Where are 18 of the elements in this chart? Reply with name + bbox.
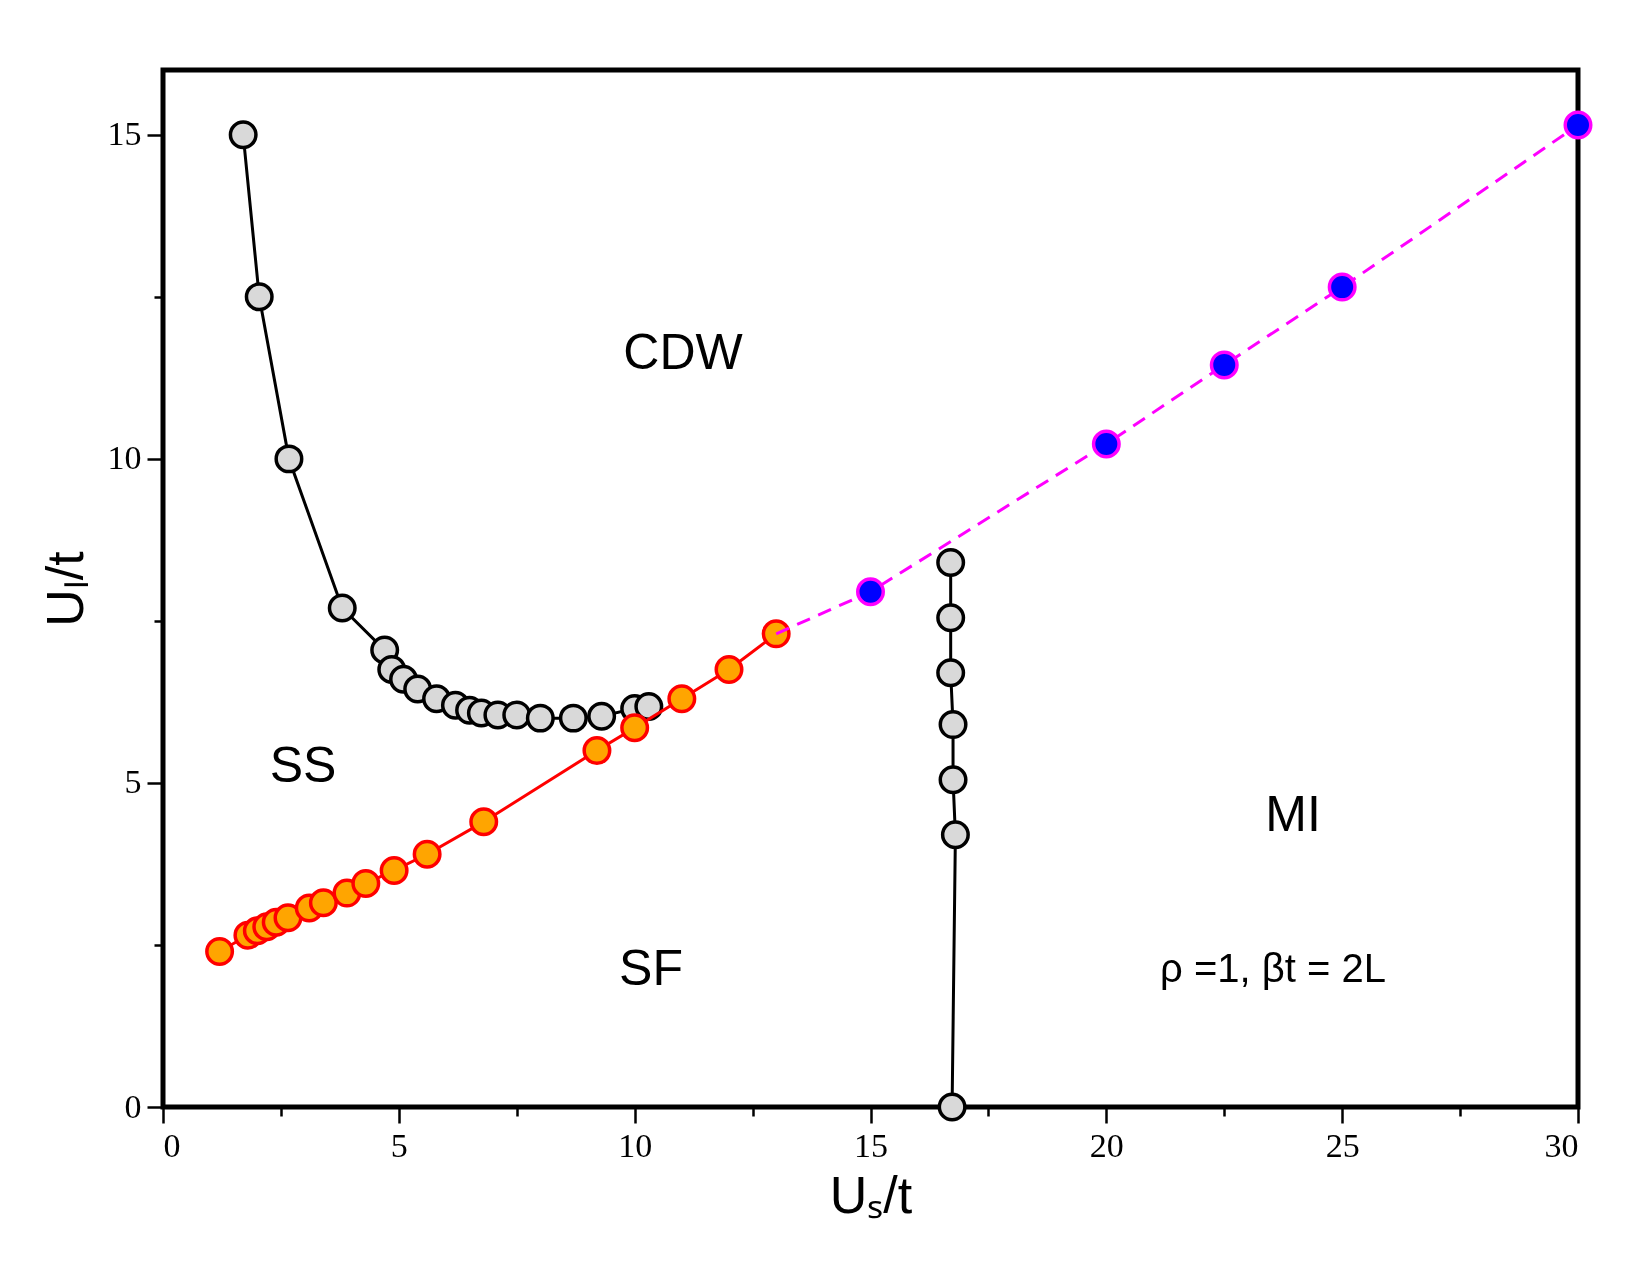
x-tick-label: 0 <box>163 1126 181 1164</box>
x-tick-label: 10 <box>618 1126 653 1164</box>
y-tick-label: 15 <box>107 115 142 153</box>
x-tick-label: 30 <box>1544 1126 1579 1164</box>
y-tick-label: 0 <box>124 1087 142 1125</box>
y-axis-title: Uₗ/t <box>35 550 94 627</box>
x-tick-label: 15 <box>854 1126 888 1164</box>
x-tick-label: 5 <box>390 1126 408 1164</box>
annotation: SS <box>269 737 337 793</box>
annotation: CDW <box>623 324 744 380</box>
x-tick-label: 20 <box>1089 1126 1124 1164</box>
annotation: SF <box>619 940 683 996</box>
x-axis-title: Uₛ/t <box>829 1165 913 1224</box>
annotation: ρ =1, βt = 2L <box>1160 946 1386 990</box>
y-tick-label: 5 <box>124 763 142 801</box>
y-tick-label: 10 <box>107 439 142 477</box>
x-tick-label: 25 <box>1325 1126 1360 1164</box>
annotation: MI <box>1265 786 1321 842</box>
